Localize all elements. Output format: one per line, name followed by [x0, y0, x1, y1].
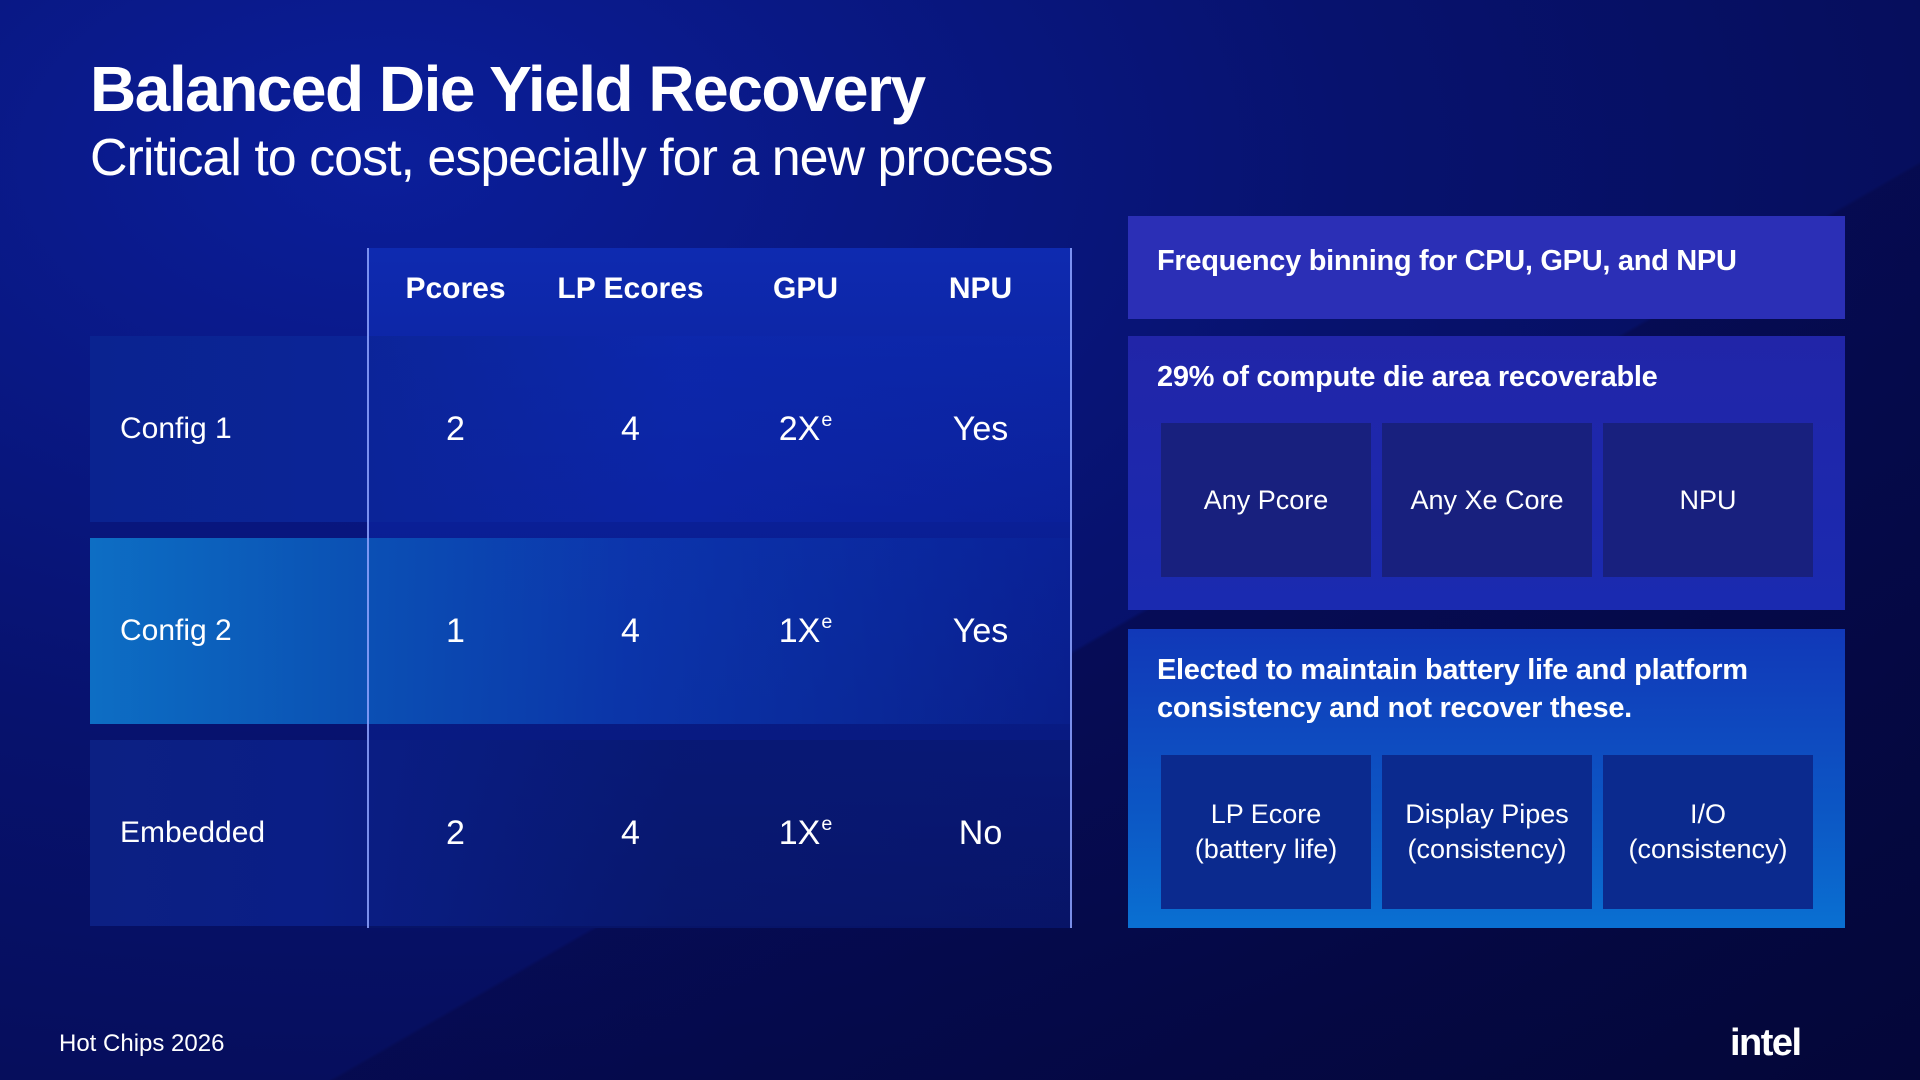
table-row-config-1: Config 1 2 4 2Xe Yes — [90, 336, 1070, 522]
box-npu: NPU — [1603, 423, 1813, 577]
row-label: Config 1 — [120, 412, 232, 445]
frequency-binning-panel: Frequency binning for CPU, GPU, and NPU — [1128, 216, 1845, 319]
slide-subtitle: Critical to cost, especially for a new p… — [90, 129, 1054, 187]
panel-heading: 29% of compute die area recoverable — [1157, 361, 1658, 393]
table-row-embedded: Embedded 2 4 1Xe No — [90, 740, 1070, 926]
not-recovered-panel: Elected to maintain battery life and pla… — [1128, 629, 1845, 928]
cell-pcores: 2 — [446, 409, 465, 448]
intel-logo: intel — [1730, 1022, 1802, 1064]
cell-lp-ecores: 4 — [621, 611, 640, 650]
cell-gpu: 2Xe — [778, 409, 833, 448]
box-any-xe-core: Any Xe Core — [1382, 423, 1592, 577]
cell-npu: Yes — [952, 611, 1009, 650]
column-header-npu: NPU — [948, 272, 1013, 305]
cell-pcores: 2 — [446, 813, 465, 852]
slide-title: Balanced Die Yield Recovery — [90, 53, 926, 125]
table-divider-right — [1070, 248, 1072, 928]
cell-pcores: 1 — [446, 611, 465, 650]
recoverable-area-panel: 29% of compute die area recoverable Any … — [1128, 336, 1845, 610]
box-display-pipes: Display Pipes (consistency) — [1382, 755, 1592, 909]
row-label: Config 2 — [120, 614, 232, 647]
config-table: Pcores LP Ecores GPU NPU Config 1 2 4 2X… — [90, 248, 1072, 928]
row-label: Embedded — [120, 816, 266, 849]
cell-lp-ecores: 4 — [621, 813, 640, 852]
table-row-config-2: Config 2 1 4 1Xe Yes — [90, 538, 1070, 724]
event-footer: Hot Chips 2026 — [59, 1030, 225, 1057]
cell-gpu: 1Xe — [778, 813, 833, 852]
column-header-gpu: GPU — [772, 272, 838, 305]
box-any-pcore: Any Pcore — [1161, 423, 1371, 577]
box-lp-ecore: LP Ecore (battery life) — [1161, 755, 1371, 909]
table-divider-left — [367, 248, 369, 928]
cell-npu: Yes — [952, 409, 1009, 448]
cell-gpu: 1Xe — [778, 611, 833, 650]
panel-heading: Frequency binning for CPU, GPU, and NPU — [1157, 245, 1737, 277]
box-io: I/O (consistency) — [1603, 755, 1813, 909]
panel-heading: Elected to maintain battery life and pla… — [1157, 654, 1748, 724]
recoverable-box-row: Any Pcore Any Xe Core NPU — [1161, 423, 1813, 577]
column-header-pcores: Pcores — [405, 272, 506, 305]
column-header-lp-ecores: LP Ecores — [557, 272, 704, 305]
cell-npu: No — [958, 813, 1003, 852]
not-recovered-box-row: LP Ecore (battery life) Display Pipes (con… — [1161, 755, 1813, 909]
table-header: Pcores LP Ecores GPU NPU — [368, 272, 1072, 306]
cell-lp-ecores: 4 — [621, 409, 640, 448]
